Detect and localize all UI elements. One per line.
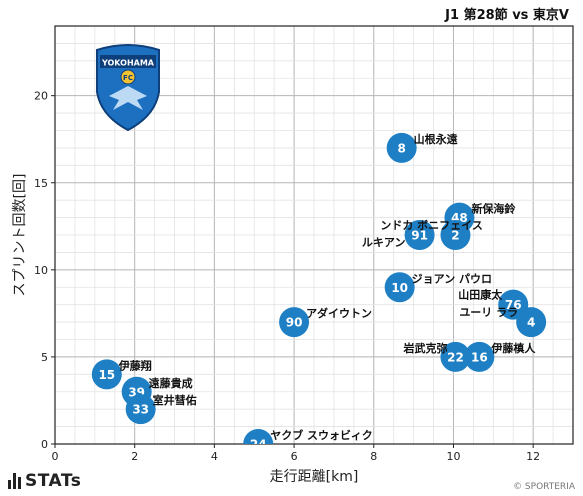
chart-title: J1 第28節 vs 東京V	[445, 8, 569, 23]
logo-banner	[100, 55, 156, 68]
x-tick-label: 0	[52, 450, 59, 463]
logo-text: YOKOHAMA	[101, 59, 155, 68]
player-label-16: 伊藤槙人	[490, 341, 536, 355]
player-label-39: 遠藤貴成	[149, 376, 193, 390]
point-number-8: 8	[397, 141, 405, 155]
team-logo: YOKOHAMA FC	[96, 44, 160, 132]
point-number-24: 24	[250, 438, 267, 452]
point-number-76: 76	[505, 298, 522, 312]
x-axis-label: 走行距離[km]	[270, 468, 359, 485]
x-tick-label: 2	[131, 450, 138, 463]
x-tick-label: 12	[526, 450, 540, 463]
point-number-16: 16	[471, 350, 488, 364]
plot-area	[54, 25, 574, 445]
y-tick-label: 0	[41, 438, 48, 451]
data-point-15	[91, 359, 122, 390]
point-number-2: 2	[451, 229, 459, 243]
point-number-22: 22	[447, 350, 464, 364]
stats-brand: STATs	[8, 470, 81, 492]
logo-badge	[120, 69, 136, 85]
player-label-48: 新保海鈴	[471, 202, 516, 216]
logo-badge-text: FC	[123, 74, 133, 82]
player-label-90: アダイウトン	[306, 306, 372, 320]
y-axis-label: スプリント回数[回]	[12, 174, 28, 297]
data-point-10	[384, 272, 415, 303]
bars-icon	[8, 473, 21, 489]
data-point-33	[125, 394, 156, 425]
player-label-22: 岩武克弥	[402, 341, 447, 355]
player-label-91: ンドカ ボニフェイス	[380, 218, 483, 232]
point-number-4: 4	[527, 316, 535, 330]
y-tick-label: 10	[34, 264, 48, 277]
x-tick-label: 6	[291, 450, 298, 463]
data-point-4	[516, 307, 547, 338]
data-point-8	[386, 132, 417, 163]
copyright-credit: © SPORTERIA	[513, 482, 575, 492]
player-label-8: 山根永遠	[414, 132, 458, 146]
point-number-15: 15	[98, 368, 115, 382]
point-number-10: 10	[391, 281, 408, 295]
data-point-2	[440, 220, 471, 250]
data-point-90	[279, 307, 310, 338]
player-label-15: 伊藤翔	[118, 358, 152, 372]
x-tick-label: 8	[370, 450, 377, 463]
data-point-22	[440, 341, 471, 372]
y-tick-label: 15	[34, 177, 48, 190]
x-tick-label: 4	[211, 450, 218, 463]
y-tick-label: 5	[41, 351, 48, 364]
x-tick-label: 10	[446, 450, 460, 463]
player-label-76: 山田康太	[458, 288, 503, 302]
y-tick-label: 20	[34, 90, 48, 103]
point-number-33: 33	[132, 403, 149, 417]
player-label-4: ユーリ ララ	[459, 306, 518, 319]
player-label-10: ジョアン パウロ	[412, 272, 492, 285]
data-point-91	[404, 220, 435, 250]
data-point-24	[243, 429, 274, 444]
point-number-91: 91	[411, 229, 428, 243]
player-label-33: 室井彗佑	[153, 393, 197, 407]
player-label-2: ルキアン	[362, 236, 406, 249]
data-point-16	[464, 341, 495, 372]
player-label-24: ヤクブ スウォビィク	[270, 428, 373, 442]
brand-name: STATs	[25, 471, 82, 491]
phoenix-icon	[109, 86, 147, 110]
point-number-90: 90	[286, 316, 303, 330]
